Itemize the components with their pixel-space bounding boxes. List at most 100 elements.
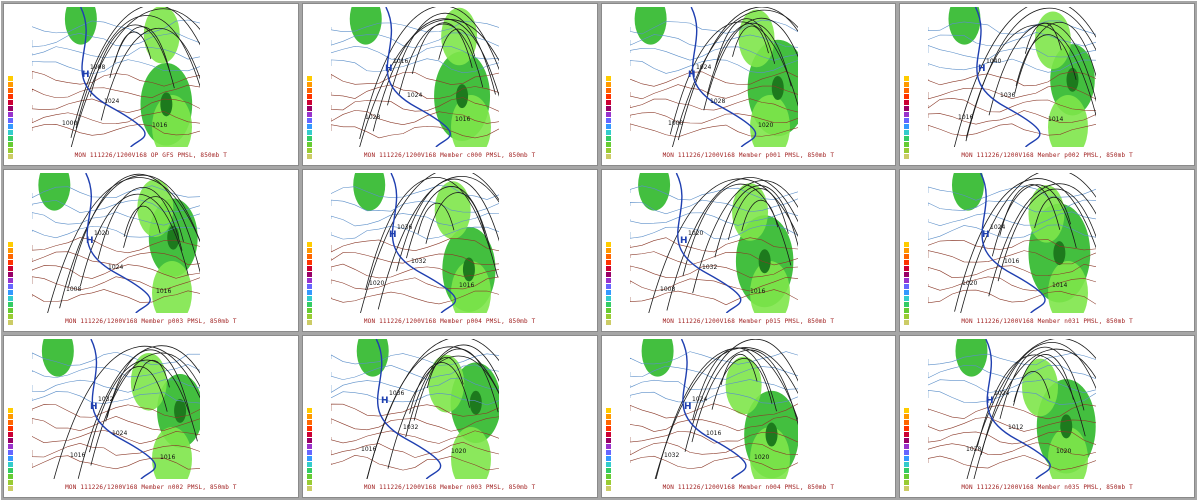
- isobar-value-label: 1016: [393, 58, 408, 65]
- freezing-line: [85, 173, 151, 313]
- heavy-precipitation-core: [771, 75, 784, 100]
- legend-swatch: [306, 426, 312, 431]
- legend-swatch: [904, 266, 910, 271]
- precipitation-area: [41, 339, 74, 377]
- isobar-line: [966, 339, 1097, 479]
- isobar-line: [671, 9, 798, 147]
- legend-swatch: [306, 278, 312, 283]
- legend-swatch: [904, 486, 910, 491]
- temperature-contour: [629, 455, 798, 470]
- temperature-contour: [629, 71, 798, 87]
- precipitation-area: [952, 173, 985, 211]
- color-scale-legend: [904, 408, 912, 492]
- color-scale-legend: [306, 76, 315, 160]
- temperature-contour: [629, 251, 798, 266]
- legend-swatch: [605, 130, 611, 135]
- legend-swatch: [605, 480, 611, 485]
- isobar-line: [417, 202, 455, 234]
- panel-caption: MON 111226/1200V168 Member n031 PMSL, 85…: [961, 318, 1133, 325]
- isobar-value-label: 1024: [104, 98, 119, 105]
- temperature-contour: [330, 58, 499, 74]
- precipitation-area: [955, 339, 988, 377]
- isobar-line: [411, 22, 473, 74]
- heavy-precipitation-core: [765, 422, 778, 447]
- precipitation-area: [1048, 95, 1089, 147]
- map-panel: 1020 1036 1032 1016 H MON 111226/1200V168 Mem…: [301, 169, 598, 332]
- isobar-value-label: 1016: [455, 116, 470, 123]
- isobar-line: [999, 346, 1085, 419]
- isobar-line: [666, 177, 798, 311]
- temperature-contour: [928, 442, 1097, 456]
- temperature-contour: [32, 111, 200, 125]
- legend-swatch: [306, 88, 312, 93]
- heavy-precipitation-core: [455, 84, 468, 109]
- legend-swatch: [605, 320, 611, 325]
- legend-swatch: [605, 82, 611, 87]
- legend-swatch: [306, 148, 312, 153]
- isobar-line: [372, 18, 499, 132]
- temperature-contour: [32, 391, 200, 404]
- temperature-contour: [330, 252, 499, 265]
- legend-swatch: [605, 94, 611, 99]
- legend-swatch: [306, 82, 312, 87]
- legend-swatch: [904, 154, 910, 159]
- temperature-contour: [629, 391, 798, 404]
- isobar-line: [425, 192, 487, 244]
- legend-swatch: [8, 94, 13, 99]
- isobar-value-label: 1016: [70, 452, 85, 459]
- temperature-contour: [928, 45, 1097, 60]
- legend-swatch: [8, 480, 13, 485]
- legend-swatch: [605, 260, 611, 265]
- temperature-contour: [928, 110, 1097, 125]
- pressure-temperature-map: 1000 1024 1028 1020 H: [629, 7, 798, 147]
- temperature-contour: [330, 72, 499, 85]
- isobar-value-label: 1008: [660, 286, 675, 293]
- legend-swatch: [904, 242, 910, 247]
- temperature-contour: [330, 32, 499, 49]
- high-pressure-center-label: H: [385, 64, 393, 74]
- legend-swatch: [8, 314, 13, 319]
- isobar-line: [655, 347, 798, 479]
- temperature-contour: [928, 404, 1097, 420]
- legend-swatch: [8, 148, 13, 153]
- high-pressure-center-label: H: [986, 396, 994, 406]
- legend-swatch: [306, 486, 312, 491]
- temperature-contour: [928, 58, 1097, 73]
- isobar-value-label: 1020: [962, 280, 977, 287]
- temperature-contour: [330, 185, 499, 200]
- temperature-contour: [629, 59, 798, 74]
- temperature-contour: [928, 224, 1097, 240]
- legend-swatch: [306, 480, 312, 485]
- precipitation-area: [352, 173, 385, 211]
- legend-swatch: [8, 308, 13, 313]
- legend-swatch: [306, 254, 312, 259]
- legend-swatch: [605, 408, 611, 413]
- legend-swatch: [8, 432, 13, 437]
- temperature-contour: [629, 289, 798, 306]
- legend-swatch: [605, 284, 611, 289]
- legend-swatch: [904, 456, 910, 461]
- isobar-line: [988, 22, 1097, 116]
- freezing-line: [90, 339, 156, 479]
- temperature-contour: [32, 379, 200, 393]
- isobar-line: [359, 173, 499, 313]
- heavy-precipitation-core: [174, 398, 187, 423]
- map-panel: 1028 1024 1012 1020 H MON 111226/1200V168 Mem…: [899, 335, 1195, 498]
- map-panel: 1008 1020 1032 1016 H MON 111226/1200V168 Mem…: [600, 169, 897, 332]
- heavy-precipitation-core: [758, 249, 771, 274]
- legend-swatch: [904, 302, 910, 307]
- legend-swatch: [306, 456, 312, 461]
- legend-swatch: [306, 106, 312, 111]
- heavy-precipitation-core: [1066, 67, 1079, 92]
- legend-swatch: [605, 118, 611, 123]
- isobar-value-label: 1020: [754, 454, 769, 461]
- legend-swatch: [605, 278, 611, 283]
- legend-swatch: [8, 76, 13, 81]
- map-panel: 1020 1024 1016 1014 H MON 111226/1200V168 Mem…: [899, 169, 1195, 332]
- freezing-line: [980, 173, 1046, 313]
- legend-swatch: [306, 284, 312, 289]
- pressure-temperature-map: 1008 1020 1024 1016 H: [32, 173, 200, 313]
- isobar-value-label: 1020: [758, 122, 773, 129]
- isobar-line: [720, 354, 757, 386]
- isobar-line: [677, 7, 798, 141]
